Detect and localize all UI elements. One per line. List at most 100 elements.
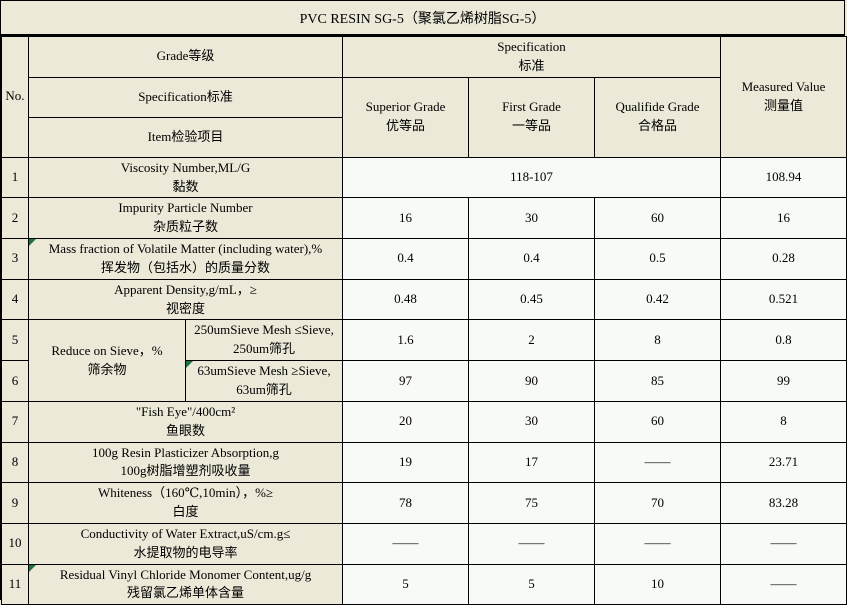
item-en: Residual Vinyl Chloride Monomer Content,… [59,566,312,582]
superior-value-cell: 0.48 [342,278,470,321]
measured-value-cell: —— [720,522,847,565]
item-zh: 白度 [172,504,199,520]
first-grade-en: First Grade [502,99,561,115]
row-number: 4 [1,278,29,321]
row-number: 9 [1,482,29,524]
qualified-value-cell: —— [594,441,722,484]
first-value-cell: 2 [468,319,596,362]
item-en: Viscosity Number,ML/G [120,159,251,175]
superior-value-cell: 19 [342,441,470,484]
measured-value-cell: 8 [720,400,847,443]
qualified-value-cell: 8 [594,319,722,362]
item-zh: 鱼眼数 [166,422,206,438]
qualified-value-cell: 60 [594,197,722,240]
qualified-value-cell: 10 [594,563,722,605]
table-row: 2 Impurity Particle Number 杂质粒子数 16 30 6… [1,197,847,240]
item-en: Impurity Particle Number [118,200,253,216]
table-row: 10 Conductivity of Water Extract,uS/cm.g… [1,522,847,565]
row-number: 2 [1,197,29,240]
row-number: 7 [1,400,29,443]
qualified-value-cell: —— [594,522,722,565]
table-row: 1 Viscosity Number,ML/G 黏数 118-107 108.9… [1,156,847,199]
qualified-grade-zh: 合格品 [638,118,678,134]
superior-value-cell: 0.4 [342,238,470,280]
header-spec-en: Specification [497,39,566,54]
table-row: 6 63umSieve Mesh ≥Sieve, 63um筛孔 97 90 85… [1,360,847,402]
header-specification: Specification标准 [27,76,344,118]
item-zh: 视密度 [166,300,206,316]
measured-value-cell: 83.28 [720,482,847,524]
item-cell: Viscosity Number,ML/G 黏数 [27,156,344,199]
superior-value-cell: 5 [342,563,470,605]
measured-value-cell: 108.94 [720,156,847,199]
first-value-cell: 30 [468,400,596,443]
first-value-cell: 5 [468,563,596,605]
qualified-value-cell: 0.42 [594,278,722,321]
row-number: 6 [1,360,29,402]
item-zh: 100g树脂增塑剂吸收量 [120,463,251,479]
item-cell: Mass fraction of Volatile Matter (includ… [27,238,344,280]
first-grade-zh: 一等品 [512,118,552,134]
item-en: 100g Resin Plasticizer Absorption,g [91,444,280,460]
spec-range-cell: 118-107 [342,156,722,199]
table-row: 8 100g Resin Plasticizer Absorption,g 10… [1,441,847,484]
item-sub-cell: 63umSieve Mesh ≥Sieve, 63um筛孔 [184,360,344,402]
measured-value-cell: 16 [720,197,847,240]
superior-value-cell: 16 [342,197,470,240]
measured-value-cell: —— [720,563,847,605]
first-value-cell: —— [468,522,596,565]
qualified-value-cell: 85 [594,360,722,402]
measured-value-cell: 0.8 [720,319,847,362]
table-row: 4 Apparent Density,g/mL，≥ 视密度 0.48 0.45 … [1,278,847,321]
row-number: 11 [1,563,29,605]
qualified-grade-en: Qualifide Grade [615,99,700,115]
header-row-specification: Specification标准 Superior Grade 优等品 First… [2,76,847,158]
header-item: Item检验项目 [27,116,344,158]
superior-value-cell: 97 [342,360,470,402]
superior-value-cell: 78 [342,482,470,524]
measured-value-cell: 0.521 [720,278,847,321]
item-zh: 杂质粒子数 [153,219,219,235]
row-number: 1 [1,156,29,199]
item-zh: 250um筛孔 [232,341,296,357]
item-en: Apparent Density,g/mL，≥ [114,281,257,297]
superior-value-cell: —— [342,522,470,565]
measured-value-cell: 99 [720,360,847,402]
item-en: 63umSieve Mesh ≥Sieve, [197,363,331,379]
table-row: 3 Mass fraction of Volatile Matter (incl… [1,238,847,280]
item-cell: Conductivity of Water Extract,uS/cm.g≤ 水… [27,522,344,565]
header-no: No. [1,36,29,158]
item-en: 250umSieve Mesh ≤Sieve, [194,322,334,338]
row-number: 8 [1,441,29,484]
item-group-cell: Reduce on Sieve，% 筛余物 [28,319,186,402]
comment-marker-icon [186,361,193,369]
item-cell: 100g Resin Plasticizer Absorption,g 100g… [27,441,344,484]
header-measured: Measured Value 测量值 [720,36,847,158]
comment-marker-icon [29,239,36,247]
superior-grade-en: Superior Grade [365,99,446,115]
header-specification-group: Specification 标准 [342,36,722,78]
item-en: Whiteness（160℃,10min），%≥ [97,485,274,501]
table-row: 9 Whiteness（160℃,10min），%≥ 白度 78 75 70 8… [1,482,847,524]
item-en: "Fish Eye"/400cm² [135,403,236,419]
header-superior-grade: Superior Grade 优等品 [342,76,470,158]
item-group-en: Reduce on Sieve，% [51,342,163,358]
spec-table: No. Grade等级 Specification 标准 Measured Va… [1,36,847,605]
item-cell: Residual Vinyl Chloride Monomer Content,… [27,563,344,605]
superior-value-cell: 1.6 [342,319,470,362]
item-en: Conductivity of Water Extract,uS/cm.g≤ [80,525,291,541]
header-spec-zh: 标准 [518,57,545,73]
row-number: 3 [1,238,29,280]
first-value-cell: 0.4 [468,238,596,280]
header-qualified-grade: Qualifide Grade 合格品 [594,76,722,158]
qualified-value-cell: 0.5 [594,238,722,280]
first-value-cell: 0.45 [468,278,596,321]
table-row: 5 Reduce on Sieve，% 筛余物 250umSieve Mesh … [1,319,847,402]
item-cell: "Fish Eye"/400cm² 鱼眼数 [27,400,344,443]
measured-value-cell: 0.28 [720,238,847,280]
item-en: Mass fraction of Volatile Matter (includ… [48,241,323,257]
item-cell: Apparent Density,g/mL，≥ 视密度 [27,278,344,321]
header-measured-zh: 测量值 [764,97,804,113]
header-row-item: Item检验项目 [2,116,847,158]
